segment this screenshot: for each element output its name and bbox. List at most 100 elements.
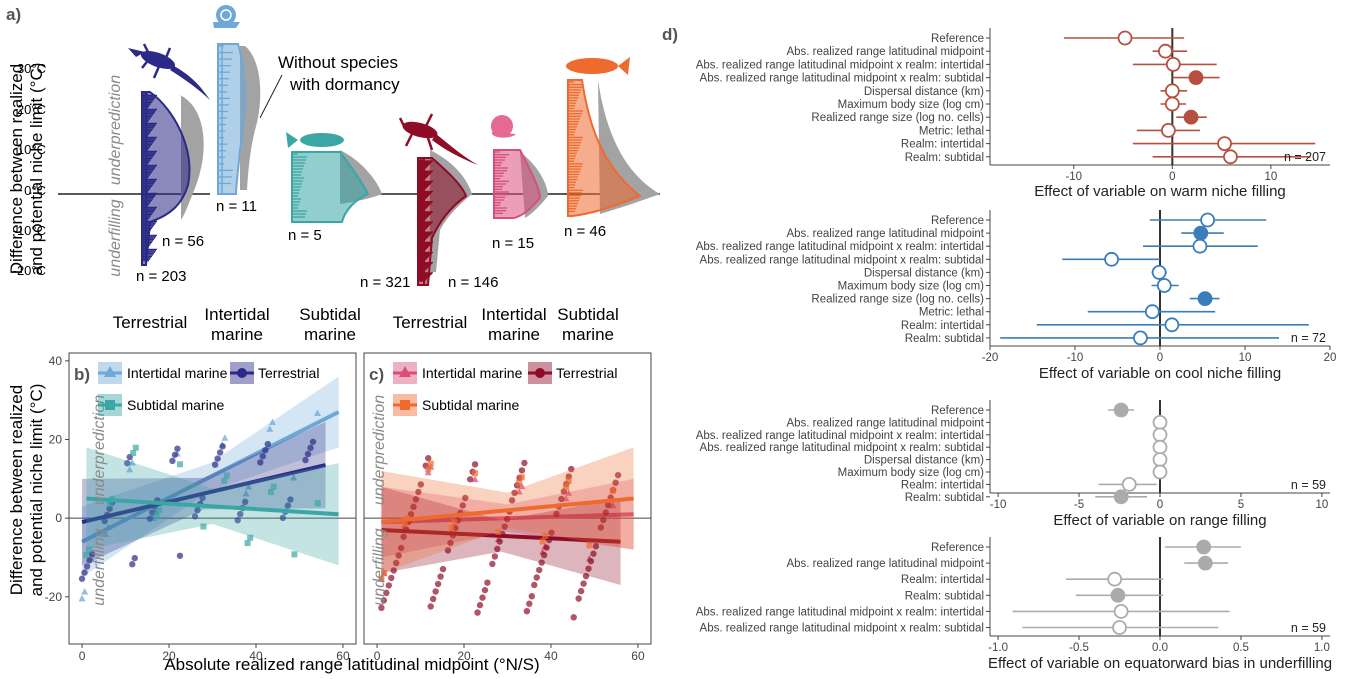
data-point bbox=[385, 582, 392, 589]
panel-c-label: c) bbox=[369, 365, 384, 384]
term-label: Abs. realized range latitudinal midpoint… bbox=[696, 430, 984, 442]
data-point bbox=[542, 532, 549, 539]
x-tick-label: 40 bbox=[249, 649, 263, 663]
bc-ylabel-2: and potential niche limit (°C) bbox=[27, 384, 46, 597]
ytick-10: 10°C bbox=[17, 142, 46, 157]
data-point bbox=[388, 574, 395, 582]
data-point bbox=[476, 601, 484, 609]
data-point bbox=[390, 567, 397, 574]
n-label: n = 72 bbox=[1291, 331, 1326, 345]
term-label: Reference bbox=[931, 542, 984, 554]
estimate-point bbox=[1121, 476, 1137, 492]
term-label: Abs. realized range latitudinal midpoint… bbox=[696, 59, 984, 71]
fish-icon bbox=[286, 132, 344, 148]
data-point bbox=[496, 538, 503, 545]
data-point bbox=[585, 565, 592, 572]
x-tick-label: 0.5 bbox=[1233, 642, 1249, 654]
data-point bbox=[259, 453, 266, 460]
term-label: Realized range size (log no. cells) bbox=[811, 112, 984, 124]
data-point bbox=[479, 594, 486, 601]
n-terrestrial-warm-2: n = 56 bbox=[162, 233, 204, 250]
x-tick-label: 40 bbox=[544, 649, 558, 663]
estimate-point bbox=[1164, 317, 1180, 333]
data-point bbox=[216, 449, 224, 456]
x-tick-label: -10 bbox=[1067, 352, 1084, 364]
data-point bbox=[471, 475, 479, 483]
data-point bbox=[518, 474, 525, 481]
violin-terrestrial-warm: n = 56 n = 203 bbox=[128, 43, 210, 285]
term-label: Reference bbox=[931, 405, 984, 417]
data-point bbox=[191, 513, 199, 520]
c-underprediction: underprediction bbox=[371, 395, 388, 505]
panel-a-ylabel-2: and potential niche limit (°C) bbox=[27, 63, 46, 276]
term-label: Abs. realized range latitudinal midpoint… bbox=[700, 73, 984, 85]
data-point bbox=[302, 456, 309, 464]
data-point bbox=[612, 479, 619, 486]
term-label: Dispersal distance (km) bbox=[864, 455, 984, 467]
data-point bbox=[491, 553, 499, 560]
x-axis-label: Effect of variable on cool niche filling bbox=[1039, 365, 1281, 382]
group-name-3b: marine bbox=[304, 325, 356, 344]
n-label: n = 59 bbox=[1291, 478, 1326, 492]
data-point bbox=[176, 461, 183, 468]
data-point bbox=[287, 496, 294, 503]
term-label: Realm: intertidal bbox=[901, 479, 984, 491]
estimate-point bbox=[1113, 604, 1129, 619]
estimate-point bbox=[1107, 571, 1123, 587]
n-intertidal-warm: n = 11 bbox=[216, 198, 257, 215]
data-point bbox=[590, 550, 597, 557]
data-point bbox=[291, 551, 298, 558]
estimate-point bbox=[1188, 70, 1204, 85]
y-tick-label: 20 bbox=[49, 433, 63, 447]
x-tick-label: -10 bbox=[1065, 171, 1082, 183]
group-name-6a: Subtidal bbox=[557, 305, 618, 324]
n-terrestrial-cool: n = 321 bbox=[360, 274, 410, 291]
data-point bbox=[518, 467, 526, 474]
violin-intertidal-cool: n = 15 bbox=[491, 115, 548, 252]
data-point bbox=[237, 510, 244, 518]
data-point bbox=[257, 459, 264, 466]
ytick-30: 30°C bbox=[17, 61, 46, 76]
data-point bbox=[400, 533, 407, 540]
x-tick-label: 60 bbox=[336, 649, 350, 663]
annotation-2: with dormancy bbox=[289, 75, 400, 94]
data-point bbox=[538, 559, 545, 566]
term-label: Abs. realized range latitudinal midpoint bbox=[786, 417, 984, 429]
data-point bbox=[531, 581, 538, 589]
data-point bbox=[528, 593, 535, 600]
estimate-point bbox=[1192, 238, 1208, 254]
data-point bbox=[602, 509, 609, 516]
c-underfilling: underfilling bbox=[371, 528, 388, 605]
violin-intertidal-warm: n = 11 Without species with dormancy bbox=[213, 5, 400, 215]
data-point bbox=[199, 494, 206, 502]
estimate-point bbox=[1160, 122, 1176, 138]
term-label: Abs. realized range latitudinal midpoint bbox=[786, 228, 984, 240]
term-label: Realm: subtidal bbox=[905, 590, 984, 602]
data-point bbox=[432, 588, 439, 595]
term-label: Abs. realized range latitudinal midpoint bbox=[786, 558, 984, 570]
estimate-point bbox=[1156, 278, 1172, 293]
data-point bbox=[304, 450, 312, 458]
data-point bbox=[264, 440, 272, 448]
trout-icon bbox=[566, 57, 630, 75]
violin-terrestrial-cool: n = 321 n = 146 bbox=[360, 113, 498, 291]
underfilling-label: underfilling bbox=[107, 199, 124, 276]
term-label: Metric: lethal bbox=[919, 307, 984, 319]
data-point bbox=[582, 572, 590, 580]
estimate-point bbox=[1152, 439, 1168, 455]
estimate-point bbox=[1144, 304, 1160, 320]
data-point bbox=[448, 524, 455, 531]
salamander-icon bbox=[398, 113, 478, 165]
x-tick-label: -1.0 bbox=[988, 642, 1008, 654]
term-label: Realm: subtidal bbox=[905, 492, 984, 504]
y-tick-label: -20 bbox=[45, 590, 63, 604]
term-label: Abs. realized range latitudinal midpoint bbox=[786, 46, 984, 58]
n-intertidal-cool: n = 15 bbox=[492, 235, 534, 252]
data-point bbox=[126, 465, 134, 473]
term-label: Realized range size (log no. cells) bbox=[811, 294, 984, 306]
data-point bbox=[194, 507, 201, 514]
data-point bbox=[284, 502, 292, 509]
b-underfilling: underfilling bbox=[91, 528, 108, 605]
data-point bbox=[211, 461, 219, 468]
